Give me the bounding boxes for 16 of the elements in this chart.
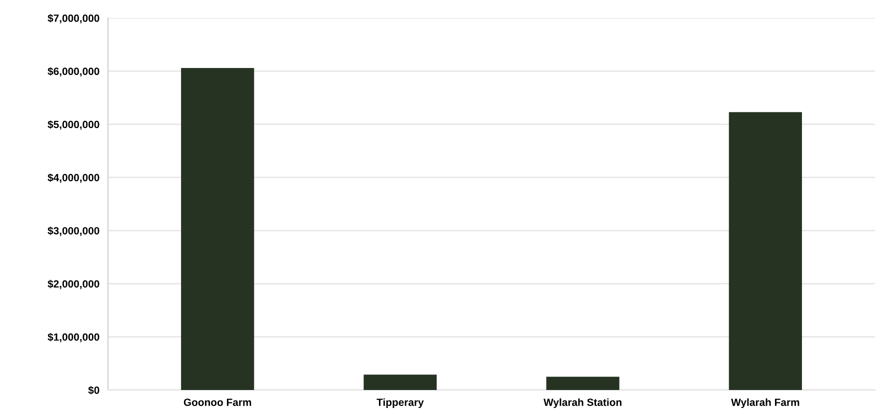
y-tick-label: $5,000,000 xyxy=(48,120,100,130)
y-tick-label: $7,000,000 xyxy=(48,14,100,24)
bar xyxy=(364,374,437,390)
y-tick-label: $6,000,000 xyxy=(48,67,100,77)
bar xyxy=(181,68,254,390)
y-tick-label: $2,000,000 xyxy=(48,280,100,290)
x-tick-label: Tipperary xyxy=(376,398,424,408)
bar xyxy=(546,376,620,390)
x-tick-label: Wylarah Farm xyxy=(731,398,800,408)
y-tick-label: $0 xyxy=(88,386,100,395)
y-tick-label: $3,000,000 xyxy=(48,226,100,236)
y-tick-label: $4,000,000 xyxy=(48,173,100,183)
bar xyxy=(728,112,802,390)
y-tick-label: $1,000,000 xyxy=(48,332,100,342)
x-tick-label: Wylarah Station xyxy=(544,398,622,408)
x-tick-label: Goonoo Farm xyxy=(184,398,252,406)
